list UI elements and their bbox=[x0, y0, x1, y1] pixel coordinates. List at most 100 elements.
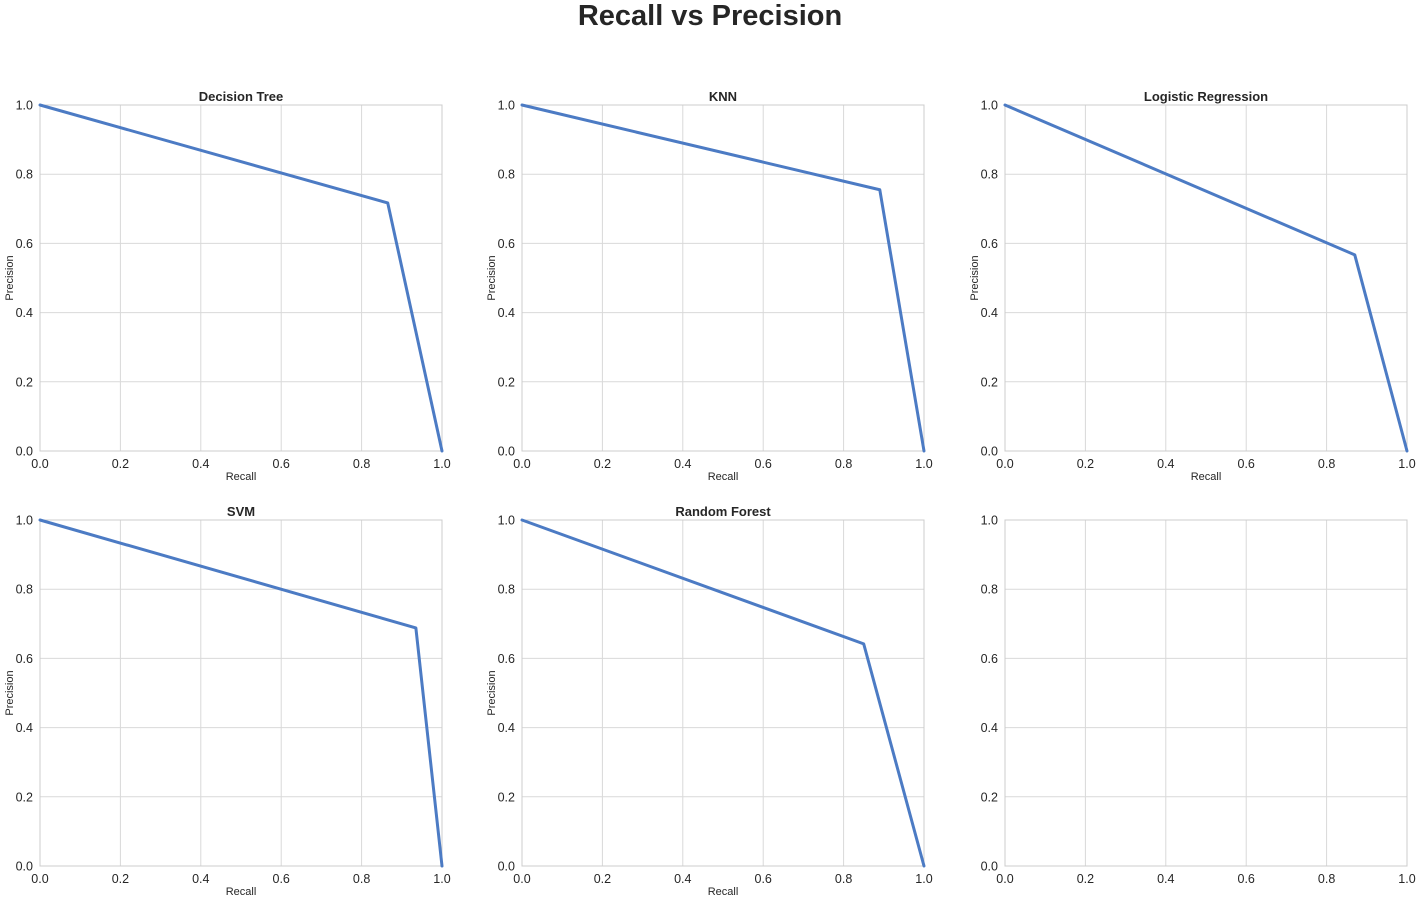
x-tick-label: 0.6 bbox=[755, 872, 772, 886]
subplot-3: 0.0 0.2 0.4 0.6 0.8 1.0 0.0 0.2 0.4 0.6 0.8 1.0 Logi… bbox=[969, 89, 1416, 483]
y-tick-label: 0.0 bbox=[981, 445, 998, 459]
subplot-4: 0.0 0.2 0.4 0.6 0.8 1.0 0.0 0.2 0.4 0.6 0.8 1.0 SVM R… bbox=[4, 504, 451, 898]
x-axis-label: Recall bbox=[1191, 471, 1222, 483]
y-tick-label: 0.6 bbox=[498, 652, 515, 666]
x-tick-label: 0.4 bbox=[674, 457, 691, 471]
y-tick-label: 0.8 bbox=[981, 583, 998, 597]
x-tick-label: 1.0 bbox=[915, 457, 932, 471]
x-tick-label: 1.0 bbox=[1398, 872, 1415, 886]
subplot-6: 0.0 0.2 0.4 0.6 0.8 1.0 0.0 0.2 0.4 0.6 0.8 1.0 bbox=[981, 514, 1416, 887]
series-line bbox=[520, 103, 926, 453]
x-tick-label: 0.2 bbox=[112, 872, 129, 886]
x-tick-label: 0.6 bbox=[755, 457, 772, 471]
y-tick-label: 1.0 bbox=[498, 514, 515, 528]
y-tick-label: 0.8 bbox=[16, 583, 33, 597]
x-tick-label: 1.0 bbox=[1398, 457, 1415, 471]
y-tick-label: 1.0 bbox=[16, 514, 33, 528]
y-tick-label: 0.8 bbox=[981, 168, 998, 182]
x-tick-label: 0.8 bbox=[1318, 457, 1335, 471]
x-tick-label: 1.0 bbox=[433, 872, 450, 886]
y-tick-label: 0.4 bbox=[16, 306, 33, 320]
y-axis-label: Precision bbox=[486, 670, 498, 715]
y-tick-label: 0.6 bbox=[498, 237, 515, 251]
x-tick-label: 0.8 bbox=[1318, 872, 1335, 886]
y-tick-label: 0.0 bbox=[16, 445, 33, 459]
x-tick-label: 0.2 bbox=[594, 457, 611, 471]
subplot-1: 0.0 0.2 0.4 0.6 0.8 1.0 0.0 0.2 0.4 0.6 0.8 1.0 Deci… bbox=[4, 89, 451, 483]
y-tick-label: 1.0 bbox=[16, 99, 33, 113]
y-tick-label: 0.0 bbox=[981, 860, 998, 874]
x-tick-label: 0.8 bbox=[835, 457, 852, 471]
axes-frame bbox=[521, 519, 925, 867]
y-tick-label: 0.4 bbox=[498, 306, 515, 320]
subplot-title: SVM bbox=[227, 504, 255, 519]
subplot-title: Random Forest bbox=[675, 504, 771, 519]
y-tick-label: 0.2 bbox=[498, 375, 515, 389]
y-tick-label: 1.0 bbox=[498, 99, 515, 113]
x-axis-label: Recall bbox=[226, 886, 257, 898]
x-tick-label: 0.2 bbox=[594, 872, 611, 886]
x-axis-label: Recall bbox=[708, 886, 739, 898]
x-tick-label: 0.4 bbox=[192, 872, 209, 886]
y-axis-label: Precision bbox=[4, 255, 16, 300]
x-tick-label: 0.0 bbox=[31, 872, 48, 886]
series-line bbox=[38, 518, 444, 868]
x-tick-label: 0.4 bbox=[192, 457, 209, 471]
y-tick-label: 0.8 bbox=[498, 583, 515, 597]
x-tick-label: 1.0 bbox=[433, 457, 450, 471]
axes-frame bbox=[521, 104, 925, 452]
y-axis-label: Precision bbox=[486, 255, 498, 300]
axes-frame bbox=[39, 519, 443, 867]
subplot-2: 0.0 0.2 0.4 0.6 0.8 1.0 0.0 0.2 0.4 0.6 0.8 1.0 KNN R… bbox=[486, 89, 933, 483]
y-tick-label: 0.0 bbox=[498, 445, 515, 459]
x-tick-label: 0.0 bbox=[996, 457, 1013, 471]
x-axis-label: Recall bbox=[226, 471, 257, 483]
x-tick-label: 0.2 bbox=[112, 457, 129, 471]
y-tick-label: 0.6 bbox=[981, 652, 998, 666]
x-tick-label: 0.8 bbox=[835, 872, 852, 886]
series-line bbox=[520, 518, 926, 868]
y-tick-label: 0.2 bbox=[981, 790, 998, 804]
x-tick-label: 0.4 bbox=[1157, 872, 1174, 886]
y-tick-label: 0.8 bbox=[498, 168, 515, 182]
y-tick-label: 0.4 bbox=[498, 721, 515, 735]
y-tick-label: 0.6 bbox=[16, 652, 33, 666]
series-line bbox=[1003, 103, 1409, 453]
x-tick-label: 0.6 bbox=[273, 872, 290, 886]
y-tick-label: 0.2 bbox=[16, 790, 33, 804]
x-tick-label: 0.0 bbox=[31, 457, 48, 471]
y-tick-label: 0.0 bbox=[16, 860, 33, 874]
x-tick-label: 0.4 bbox=[674, 872, 691, 886]
x-tick-label: 0.8 bbox=[353, 457, 370, 471]
y-tick-label: 0.2 bbox=[981, 375, 998, 389]
axes-frame bbox=[39, 104, 443, 452]
series-line bbox=[38, 103, 444, 453]
y-tick-label: 0.2 bbox=[16, 375, 33, 389]
y-axis-label: Precision bbox=[4, 670, 16, 715]
subplot-title: KNN bbox=[709, 89, 737, 104]
y-tick-label: 0.2 bbox=[498, 790, 515, 804]
x-tick-label: 0.6 bbox=[273, 457, 290, 471]
x-tick-label: 0.0 bbox=[996, 872, 1013, 886]
x-tick-label: 0.6 bbox=[1238, 457, 1255, 471]
subplot-5: 0.0 0.2 0.4 0.6 0.8 1.0 0.0 0.2 0.4 0.6 0.8 1.0 Rand… bbox=[486, 504, 933, 898]
y-tick-label: 1.0 bbox=[981, 514, 998, 528]
x-tick-label: 0.2 bbox=[1077, 872, 1094, 886]
subplot-title: Decision Tree bbox=[199, 89, 284, 104]
x-tick-label: 0.0 bbox=[513, 872, 530, 886]
figure-title: Recall vs Precision bbox=[577, 0, 843, 32]
axes-frame bbox=[1004, 104, 1408, 452]
x-tick-label: 0.2 bbox=[1077, 457, 1094, 471]
y-tick-label: 0.4 bbox=[981, 721, 998, 735]
y-tick-label: 0.6 bbox=[16, 237, 33, 251]
x-axis-label: Recall bbox=[708, 471, 739, 483]
x-tick-label: 1.0 bbox=[915, 872, 932, 886]
subplot-title: Logistic Regression bbox=[1144, 89, 1268, 104]
y-axis-label: Precision bbox=[969, 255, 981, 300]
y-tick-label: 0.0 bbox=[498, 860, 515, 874]
y-tick-label: 1.0 bbox=[981, 99, 998, 113]
y-tick-label: 0.8 bbox=[16, 168, 33, 182]
x-tick-label: 0.6 bbox=[1238, 872, 1255, 886]
x-tick-label: 0.8 bbox=[353, 872, 370, 886]
